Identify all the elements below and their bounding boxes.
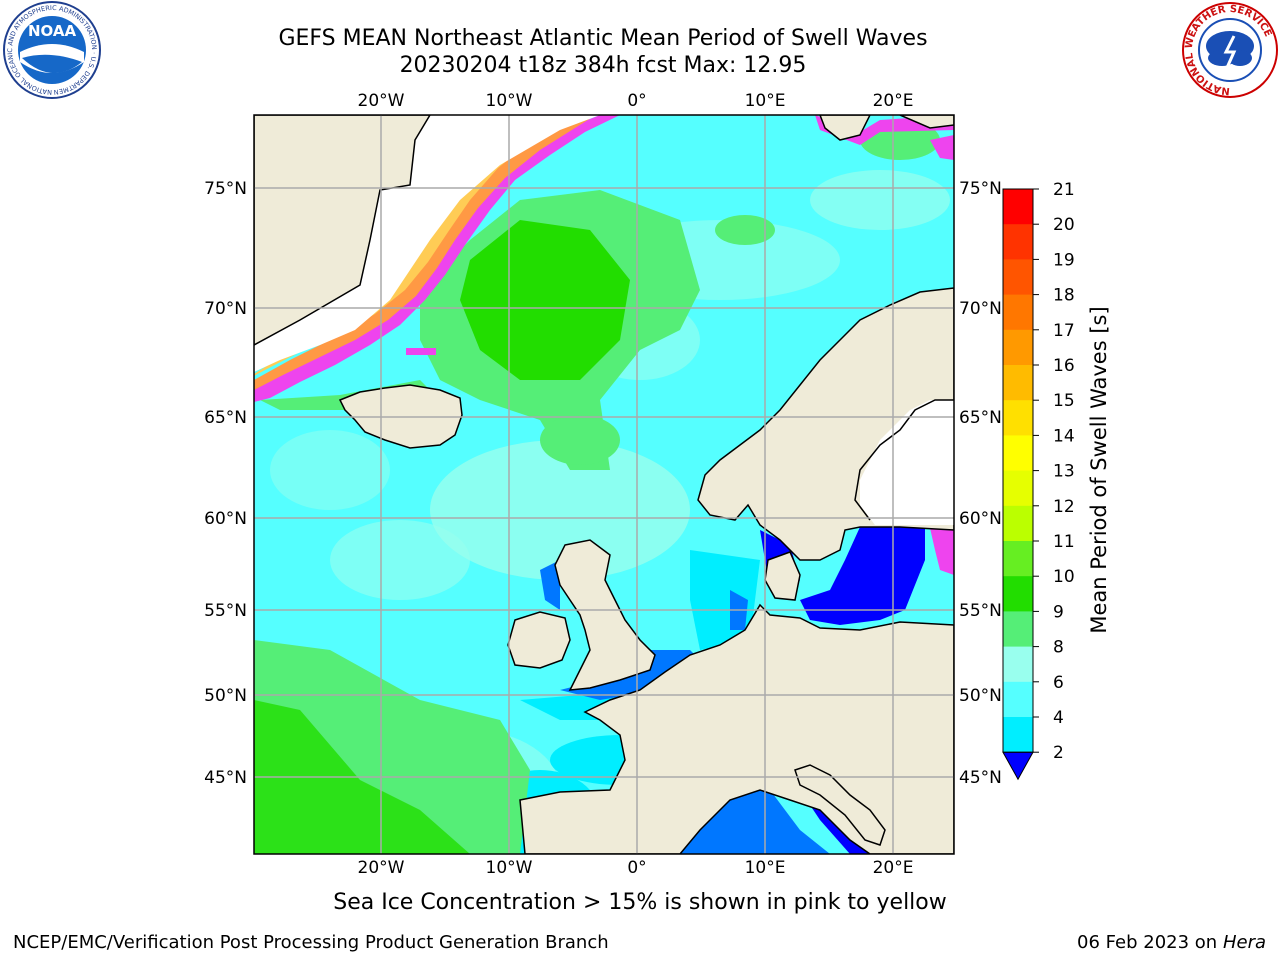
lon-label-top: 20°W xyxy=(358,91,405,111)
lon-label-bottom: 0° xyxy=(627,858,646,878)
colorbar-segment xyxy=(1003,541,1033,577)
lon-labels-top: 20°W 10°W 0° 10°E 20°E xyxy=(358,91,914,111)
lat-labels-right: 75°N 70°N 65°N 60°N 55°N 50°N 45°N xyxy=(959,179,1002,788)
footer-credit: NCEP/EMC/Verification Post Processing Pr… xyxy=(13,932,609,953)
colorbar-segment xyxy=(1003,611,1033,648)
lat-label-left: 55°N xyxy=(204,601,247,621)
lat-label-left: 75°N xyxy=(204,179,247,199)
colorbar-tick-label: 10 xyxy=(1053,567,1075,587)
map-area xyxy=(254,115,954,854)
lat-label-left: 70°N xyxy=(204,299,247,319)
land-ireland xyxy=(507,611,571,669)
colorbar: 21 20 19 18 17 16 15 14 13 12 11 10 9 8 6 4 2 xyxy=(1002,180,1075,781)
colorbar-tick-label: 2 xyxy=(1053,743,1064,763)
colorbar-segment xyxy=(1003,717,1033,753)
lon-labels-bottom: 20°W 10°W 0° 10°E 20°E xyxy=(358,858,914,878)
colorbar-segment xyxy=(1003,365,1033,401)
lat-label-right: 65°N xyxy=(959,408,1002,428)
lat-label-right: 75°N xyxy=(959,179,1002,199)
colorbar-segment xyxy=(1003,470,1033,507)
lat-label-left: 60°N xyxy=(204,509,247,529)
footer-date: 06 Feb 2023 on Hera xyxy=(1077,932,1266,953)
colorbar-tick-label: 20 xyxy=(1053,215,1075,235)
lon-label-bottom: 20°E xyxy=(873,858,914,878)
land-great-britain xyxy=(554,539,656,691)
map-title: GEFS MEAN Northeast Atlantic Mean Period… xyxy=(278,26,928,51)
lat-label-left: 65°N xyxy=(204,408,247,428)
lat-label-left: 45°N xyxy=(204,768,247,788)
colorbar-segment xyxy=(1003,400,1033,436)
colorbar-tick-label: 9 xyxy=(1053,602,1064,622)
land-italy xyxy=(794,764,886,846)
colorbar-tick-label: 15 xyxy=(1053,391,1075,411)
lat-label-right: 55°N xyxy=(959,601,1002,621)
colorbar-tick-label: 21 xyxy=(1053,180,1075,200)
map-frame xyxy=(253,114,955,855)
lon-label-top: 10°E xyxy=(745,91,786,111)
lat-labels-left: 75°N 70°N 65°N 60°N 55°N 50°N 45°N xyxy=(204,179,247,788)
colorbar-tick-label: 16 xyxy=(1053,356,1075,376)
colorbar-segment xyxy=(1003,435,1033,472)
colorbar-segment xyxy=(1003,505,1033,542)
colorbar-tick-label: 19 xyxy=(1053,250,1075,270)
lon-label-bottom: 10°W xyxy=(486,858,533,878)
lat-label-right: 45°N xyxy=(959,768,1002,788)
colorbar-tick-label: 11 xyxy=(1053,532,1075,552)
lon-label-top: 0° xyxy=(627,91,646,111)
colorbar-segment xyxy=(1003,646,1033,683)
nws-logo: NATIONAL WEATHER SERVICE xyxy=(1182,2,1278,98)
colorbar-tick-label: 8 xyxy=(1053,638,1064,658)
lat-label-right: 60°N xyxy=(959,509,1002,529)
land-svalbard xyxy=(819,115,871,141)
lon-label-bottom: 10°E xyxy=(745,858,786,878)
colorbar-segment xyxy=(1003,329,1033,366)
colorbar-segment xyxy=(1003,294,1033,331)
noaa-logo: NATIONAL OCEANIC AND ATMOSPHERIC ADMINIS… xyxy=(0,0,101,99)
colorbar-tick-label: 4 xyxy=(1053,708,1064,728)
lat-label-right: 70°N xyxy=(959,299,1002,319)
forecast-subtitle: 20230204 t18z 384h fcst Max: 12.95 xyxy=(399,53,807,78)
graticule xyxy=(254,115,954,854)
colorbar-tick-label: 14 xyxy=(1053,426,1075,446)
lon-label-top: 20°E xyxy=(873,91,914,111)
colorbar-tick-label: 17 xyxy=(1053,321,1075,341)
lon-label-bottom: 20°W xyxy=(358,858,405,878)
noaa-logo-text: NOAA xyxy=(28,22,77,40)
colorbar-segment xyxy=(1003,576,1033,612)
colorbar-tick-label: 13 xyxy=(1053,462,1075,482)
lat-label-right: 50°N xyxy=(959,686,1002,706)
lon-label-top: 10°W xyxy=(486,91,533,111)
colorbar-label: Mean Period of Swell Waves [s] xyxy=(1087,306,1111,633)
lat-label-left: 50°N xyxy=(204,686,247,706)
swell-10-11s-region xyxy=(254,220,630,854)
colorbar-tick-label: 12 xyxy=(1053,497,1075,517)
colorbar-extend-triangle xyxy=(1002,751,1034,781)
colorbar-segment xyxy=(1003,224,1033,260)
footer-date-text: 06 Feb 2023 on xyxy=(1077,932,1218,953)
sea-ice-note: Sea Ice Concentration > 15% is shown in … xyxy=(333,890,947,915)
colorbar-segment xyxy=(1003,681,1033,718)
colorbar-segment xyxy=(1003,189,1033,225)
footer-machine: Hera xyxy=(1222,932,1266,953)
colorbar-tick-label: 6 xyxy=(1053,673,1064,693)
colorbar-segment xyxy=(1003,259,1033,296)
colorbar-tick-label: 18 xyxy=(1053,286,1075,306)
